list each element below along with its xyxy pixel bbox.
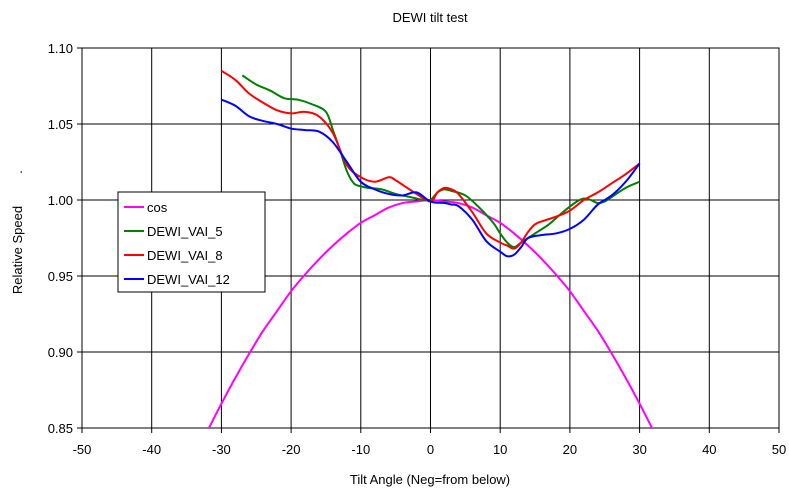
y-tick-label: 0.85 xyxy=(48,421,73,436)
y-tick-label: 1.00 xyxy=(48,193,73,208)
legend-label: DEWI_VAI_8 xyxy=(147,248,223,263)
series-line-dewi-vai-5 xyxy=(241,74,640,249)
x-tick-label: 10 xyxy=(493,442,507,457)
y-axis-title: Relative Speed xyxy=(10,206,25,294)
legend: cos DEWI_VAI_5 DEWI_VAI_8 DEWI_VAI_12 xyxy=(117,191,266,293)
series-line-dewi-vai-8 xyxy=(220,69,641,250)
series-layer xyxy=(207,69,654,428)
legend-label: DEWI_VAI_5 xyxy=(147,224,223,239)
legend-label: cos xyxy=(147,200,168,215)
x-tick-label: 40 xyxy=(702,442,716,457)
x-tick-label: 50 xyxy=(772,442,786,457)
x-tick-label: -20 xyxy=(282,442,301,457)
x-tick-label: 30 xyxy=(632,442,646,457)
legend-label: DEWI_VAI_12 xyxy=(147,272,230,287)
y-axis-title-prefix: . xyxy=(10,170,25,174)
y-tick-label: 0.95 xyxy=(48,269,73,284)
legend-box xyxy=(117,191,266,293)
y-tick-label: 1.05 xyxy=(48,117,73,132)
x-tick-label: 0 xyxy=(427,442,434,457)
y-tick-label: 0.90 xyxy=(48,345,73,360)
y-axis-ticks: 0.85 0.90 0.95 1.00 1.05 1.10 xyxy=(48,41,82,436)
x-tick-label: -10 xyxy=(351,442,370,457)
y-tick-label: 1.10 xyxy=(48,41,73,56)
x-tick-label: -50 xyxy=(73,442,92,457)
x-tick-label: -40 xyxy=(142,442,161,457)
chart-title: DEWI tilt test xyxy=(392,10,468,25)
x-tick-label: -30 xyxy=(212,442,231,457)
x-axis-title: Tilt Angle (Neg=from below) xyxy=(350,472,510,487)
series-line-dewi-vai-12 xyxy=(221,98,641,258)
x-axis-ticks: -50 -40 -30 -20 -10 0 10 20 30 40 50 xyxy=(73,428,786,457)
x-tick-label: 20 xyxy=(563,442,577,457)
